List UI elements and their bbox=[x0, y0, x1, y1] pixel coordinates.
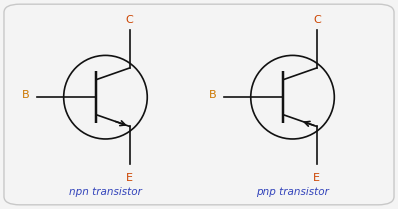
Text: C: C bbox=[126, 15, 134, 25]
FancyBboxPatch shape bbox=[4, 4, 394, 205]
Text: pnp transistor: pnp transistor bbox=[256, 187, 329, 197]
Text: B: B bbox=[22, 90, 29, 100]
Text: E: E bbox=[126, 173, 133, 183]
Text: E: E bbox=[313, 173, 320, 183]
Text: B: B bbox=[209, 90, 217, 100]
Text: C: C bbox=[313, 15, 321, 25]
Text: npn transistor: npn transistor bbox=[69, 187, 142, 197]
